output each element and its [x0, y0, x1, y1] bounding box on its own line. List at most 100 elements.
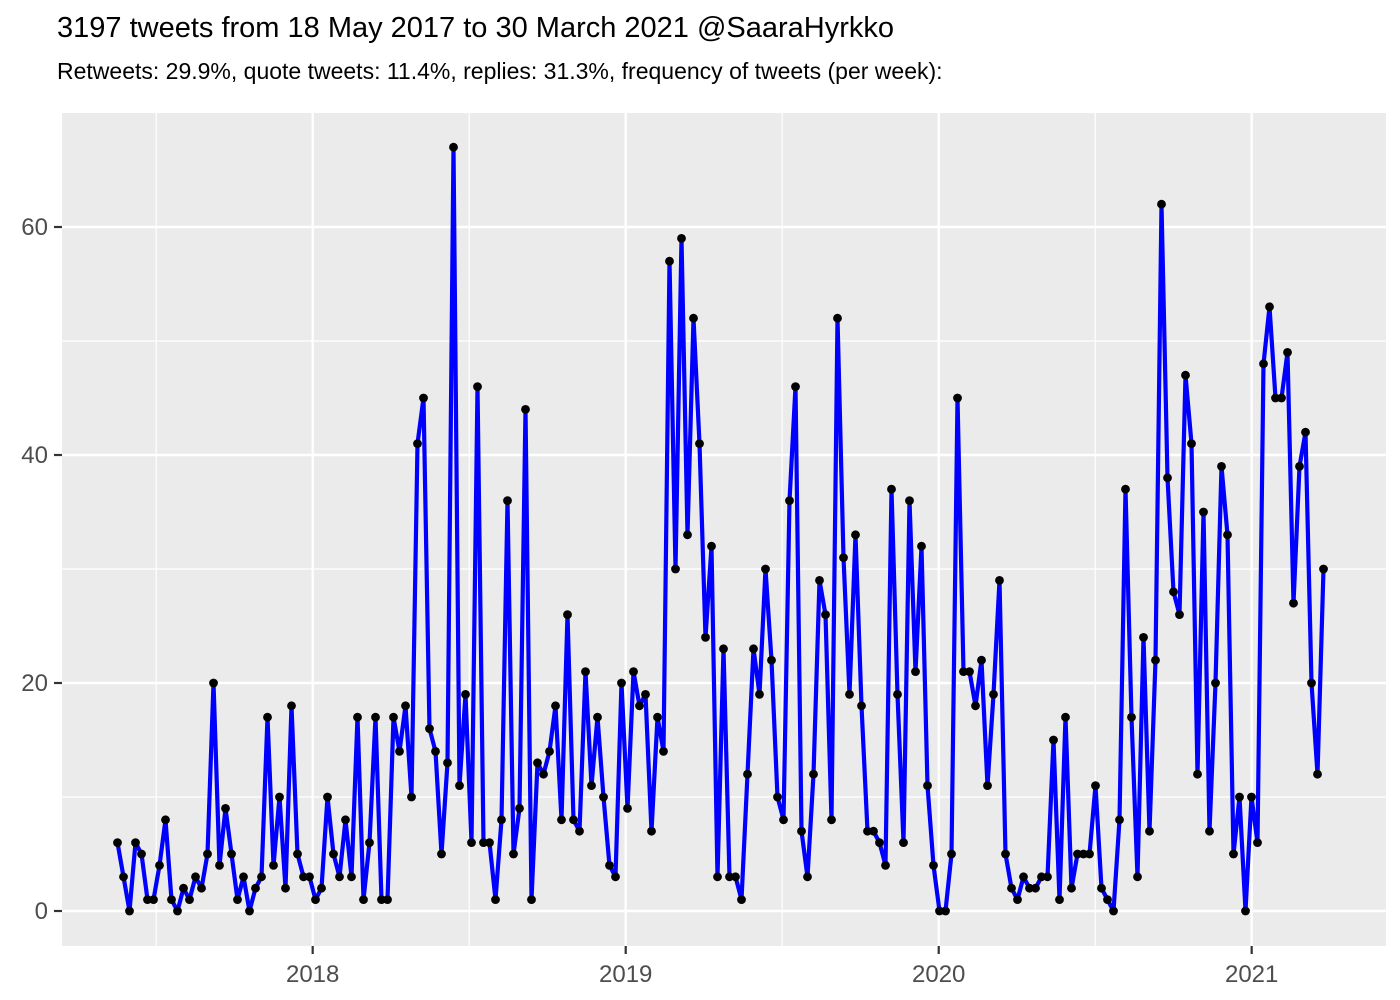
data-point [461, 690, 470, 699]
data-point [209, 678, 218, 688]
data-point [497, 815, 506, 825]
data-point [449, 142, 458, 152]
data-point [281, 883, 290, 893]
data-point [869, 826, 878, 836]
data-point [623, 804, 632, 813]
data-point [263, 712, 272, 722]
data-point [593, 712, 602, 722]
data-point [983, 781, 992, 790]
data-point [1187, 439, 1196, 448]
data-point [701, 633, 710, 642]
data-point [317, 883, 326, 893]
data-point [1259, 359, 1268, 369]
data-point [791, 382, 800, 391]
data-point [1205, 826, 1214, 836]
data-point [1001, 849, 1010, 859]
data-point [947, 849, 956, 859]
data-point [1241, 906, 1250, 916]
data-point [1061, 712, 1070, 722]
x-axis-label: 2019 [599, 961, 652, 988]
data-point [1193, 769, 1202, 779]
data-point [425, 724, 434, 733]
data-point [1235, 792, 1244, 802]
data-point [473, 382, 482, 391]
data-point [815, 576, 824, 585]
data-point [689, 313, 698, 323]
data-point [719, 644, 728, 654]
tweets-per-week-line [115, 145, 1326, 914]
chart-title: 3197 tweets from 18 May 2017 to 30 March… [57, 12, 895, 44]
data-point [911, 667, 920, 676]
data-point [329, 849, 338, 859]
data-point [695, 439, 704, 448]
data-point [245, 906, 254, 916]
data-point [821, 610, 830, 619]
data-point [773, 792, 782, 802]
data-point [713, 872, 722, 882]
data-point [1091, 781, 1100, 790]
data-point [335, 872, 344, 882]
data-point [851, 530, 860, 540]
data-point [395, 747, 404, 756]
data-point [557, 815, 566, 825]
data-point [113, 838, 122, 847]
data-point [269, 861, 278, 870]
data-point [755, 690, 764, 699]
data-point [953, 393, 962, 403]
data-point [371, 712, 380, 722]
data-point [413, 439, 422, 448]
data-point [785, 496, 794, 505]
data-point [707, 541, 716, 551]
data-point [995, 576, 1004, 585]
data-point [605, 861, 614, 870]
data-point [797, 826, 806, 836]
data-point [407, 792, 416, 802]
data-point [845, 690, 854, 699]
data-point [275, 792, 284, 802]
data-point [437, 849, 446, 859]
data-point [1277, 393, 1286, 403]
data-point [161, 815, 170, 825]
data-point [641, 690, 650, 699]
data-point [359, 895, 368, 904]
data-point [347, 872, 356, 882]
data-point [965, 667, 974, 676]
data-point [1049, 735, 1058, 745]
data-point [683, 530, 692, 540]
x-axis-label: 2020 [912, 961, 965, 988]
data-point [581, 667, 590, 676]
data-point [539, 769, 548, 779]
data-point [455, 781, 464, 790]
data-point [1157, 199, 1166, 209]
data-point [1103, 895, 1112, 904]
data-point [173, 906, 182, 916]
data-point [1175, 610, 1184, 619]
data-point [503, 496, 512, 505]
data-point [305, 872, 314, 882]
data-point [311, 895, 320, 904]
data-point [341, 815, 350, 825]
data-point [917, 541, 926, 551]
data-point [1019, 872, 1028, 882]
chart-subtitle: Retweets: 29.9%, quote tweets: 11.4%, re… [57, 58, 943, 84]
data-point [833, 313, 842, 323]
data-point [485, 838, 494, 847]
data-point [611, 872, 620, 882]
data-point [923, 781, 932, 790]
data-point [1181, 370, 1190, 380]
data-point [125, 906, 134, 916]
data-point [1145, 826, 1154, 836]
data-point [1013, 895, 1022, 904]
data-point [899, 838, 908, 847]
data-point [881, 861, 890, 870]
data-point [365, 838, 374, 847]
data-point [431, 747, 440, 756]
data-point [179, 883, 188, 893]
data-point [749, 644, 758, 654]
data-point [563, 610, 572, 619]
data-point [1097, 883, 1106, 893]
data-point [857, 701, 866, 711]
data-point [419, 393, 428, 403]
x-axis-label: 2021 [1225, 961, 1278, 988]
